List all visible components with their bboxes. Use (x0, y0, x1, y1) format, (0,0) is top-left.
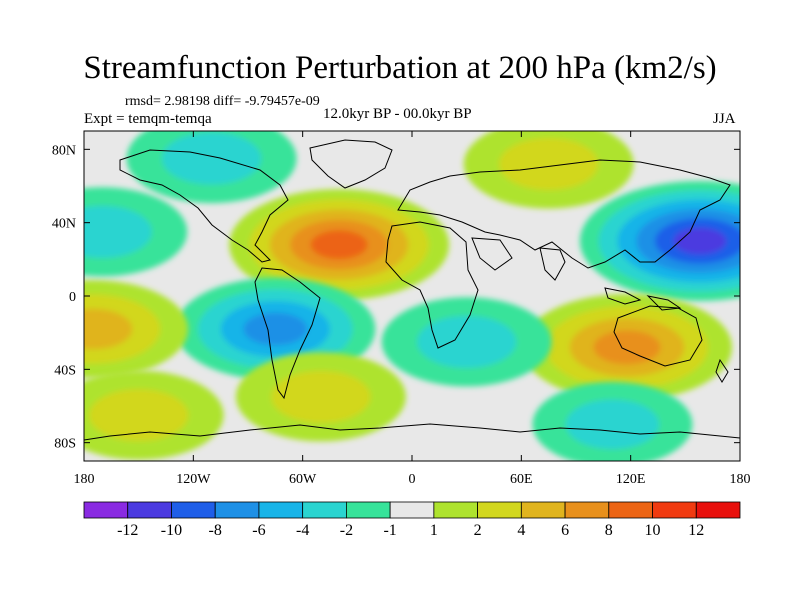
colorbar-label: -8 (209, 522, 222, 539)
anomaly-north-pacific-low (126, 131, 297, 204)
colorbar-label: 12 (688, 522, 704, 539)
colorbar-label: -4 (296, 522, 309, 539)
colorbar-label: -2 (340, 522, 353, 539)
x-tick-label: 120W (176, 472, 211, 487)
x-tick-label: 60W (289, 472, 317, 487)
anomaly-contour (161, 132, 262, 185)
anomaly-southern-ocean-low-east (532, 381, 693, 461)
colorbar-label: 1 (430, 522, 438, 539)
anomaly-southeast-pacific-high (84, 280, 189, 378)
anomaly-contour (89, 389, 189, 442)
anomaly-contour (673, 227, 727, 255)
colorbar-box (171, 501, 216, 519)
colorbar-label: -10 (161, 522, 182, 539)
colorbar-box (564, 501, 610, 519)
y-tick-label: 40N (52, 217, 76, 232)
anomaly-australia-high (522, 293, 733, 401)
colorbar-label: 4 (517, 522, 525, 539)
anomaly-contour (565, 399, 660, 450)
anomaly-contour (84, 308, 133, 350)
anomaly-contour (84, 205, 152, 258)
anomaly-north-atlantic-high (229, 189, 450, 301)
anomaly-south-africa-low (381, 297, 552, 387)
colorbar-box (477, 501, 522, 519)
colorbar-box (695, 501, 741, 519)
colorbar-box (214, 501, 260, 519)
y-tick-label: 80S (54, 437, 76, 452)
x-tick-label: 0 (409, 472, 416, 487)
colorbar-label: -1 (383, 522, 396, 539)
x-tick-label: 180 (74, 472, 95, 487)
colorbar-box (433, 501, 479, 519)
colorbar-label: 2 (474, 522, 482, 539)
x-tick-label: 60E (510, 472, 533, 487)
colorbar-label: 8 (605, 522, 613, 539)
colorbar-box (652, 501, 697, 519)
x-tick-label: 120E (616, 472, 646, 487)
anomaly-contour (271, 370, 371, 423)
anomaly-contour (417, 315, 517, 368)
y-tick-label: 80N (52, 143, 76, 158)
x-tick-label: 180 (730, 472, 751, 487)
y-tick-label: 40S (54, 363, 76, 378)
colorbar-box (127, 501, 172, 519)
subtitle-experiment: Expt = temqm-temqa (84, 111, 212, 127)
y-tick-label: 0 (69, 290, 76, 305)
anomaly-contour (310, 230, 368, 260)
colorbar-label: 10 (645, 522, 661, 539)
coastlines (84, 139, 740, 441)
colorbar-box (608, 501, 653, 519)
anomaly-contour (243, 312, 308, 346)
colorbar-label: -12 (117, 522, 138, 539)
subtitle-season: JJA (713, 111, 736, 127)
colorbar-box (520, 501, 566, 519)
anomaly-siberia-high (463, 131, 634, 209)
chart-title: Streamfunction Perturbation at 200 hPa (… (83, 50, 717, 86)
anomaly-contour (593, 330, 661, 365)
colorbar-box (83, 501, 129, 519)
colorbar-box (258, 501, 304, 519)
colorbar-box (302, 501, 347, 519)
colorbar-box (389, 501, 435, 519)
anomaly-contour (499, 137, 599, 191)
anomaly-southwest-atlantic-high (235, 352, 406, 442)
subtitle-stats: rmsd= 2.98198 diff= -9.79457e-09 (125, 94, 320, 109)
colorbar-box (345, 501, 391, 519)
anomaly-southern-ocean-high-west (84, 370, 224, 460)
colorbar-label: -6 (252, 522, 265, 539)
colorbar-label: 6 (561, 522, 569, 539)
subtitle-period: 12.0kyr BP - 00.0kyr BP (323, 106, 472, 122)
anomaly-north-pacific-low-east (84, 187, 188, 277)
